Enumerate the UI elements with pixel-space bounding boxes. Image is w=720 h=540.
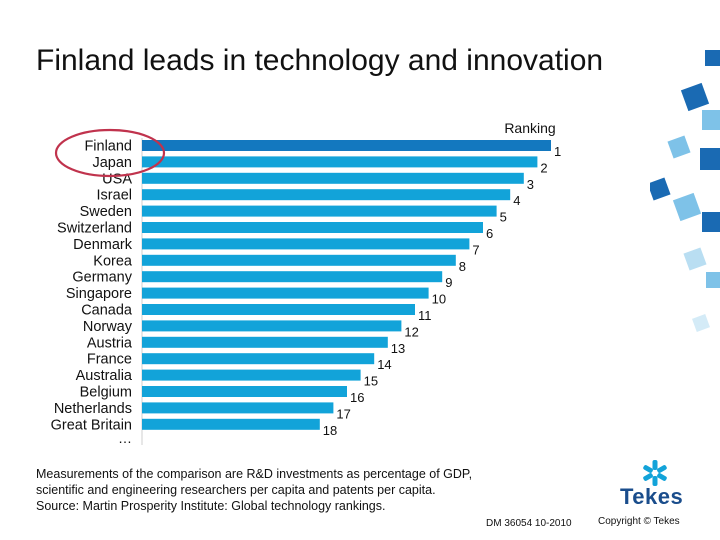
series-label: Ranking xyxy=(504,120,555,136)
footnote-line: Source: Martin Prosperity Institute: Glo… xyxy=(36,499,386,513)
continuation-label: … xyxy=(118,430,132,446)
category-label: Switzerland xyxy=(57,221,132,237)
footnote-line: Measurements of the comparison are R&D i… xyxy=(36,467,473,481)
value-label: 14 xyxy=(377,357,391,372)
bar-germany xyxy=(142,271,443,283)
value-label: 2 xyxy=(540,160,547,175)
value-label: 11 xyxy=(418,308,432,323)
decor-square xyxy=(700,148,720,170)
value-label: 15 xyxy=(364,374,378,389)
bar-israel xyxy=(142,189,511,201)
decor-square xyxy=(706,272,720,288)
category-label: Great Britain xyxy=(51,417,132,433)
value-label: 9 xyxy=(445,275,452,290)
value-label: 13 xyxy=(391,341,405,356)
category-label: Japan xyxy=(92,155,132,171)
category-label: Norway xyxy=(83,319,133,335)
bar-australia xyxy=(142,369,361,381)
decor-square xyxy=(672,192,702,222)
bar-canada xyxy=(142,304,415,315)
slide-title: Finland leads in technology and innovati… xyxy=(36,44,604,77)
bar-netherlands xyxy=(142,402,334,414)
bar-great-britain xyxy=(142,418,320,430)
category-label: Singapore xyxy=(66,286,132,302)
decor-square xyxy=(683,247,707,271)
value-label: 18 xyxy=(323,423,337,438)
decor-square xyxy=(680,82,710,112)
decor-square xyxy=(650,177,671,201)
category-label: France xyxy=(87,352,132,368)
footnote-line: scientific and engineering researchers p… xyxy=(36,483,436,497)
value-label: 16 xyxy=(350,390,364,405)
category-label: Belgium xyxy=(80,385,132,401)
bar-france xyxy=(142,353,375,365)
value-label: 6 xyxy=(486,226,493,241)
value-label: 8 xyxy=(459,259,466,274)
bar-austria xyxy=(142,336,388,348)
category-label: Austria xyxy=(87,335,133,351)
bar-switzerland xyxy=(142,222,483,233)
bar-japan xyxy=(142,156,538,168)
document-id: DM 36054 10-2010 xyxy=(486,518,572,529)
bar-singapore xyxy=(142,287,429,299)
bar-belgium xyxy=(142,386,347,397)
highlight-ring xyxy=(54,128,166,178)
decor-square xyxy=(667,135,691,159)
decor-square xyxy=(692,314,710,332)
category-label: Sweden xyxy=(80,204,132,220)
category-label: Netherlands xyxy=(54,401,132,417)
category-label: Israel xyxy=(97,188,132,204)
value-label: 3 xyxy=(527,177,534,192)
copyright: Copyright © Tekes xyxy=(598,516,680,527)
bar-korea xyxy=(142,254,456,266)
decor-square xyxy=(702,212,720,232)
bar-finland xyxy=(142,140,551,151)
category-label: Canada xyxy=(81,303,133,319)
value-label: 5 xyxy=(500,210,507,225)
footnote: Measurements of the comparison are R&D i… xyxy=(36,466,472,514)
tekes-logo-icon xyxy=(643,460,667,486)
category-label: Korea xyxy=(93,253,133,269)
bar-sweden xyxy=(142,205,497,217)
value-label: 1 xyxy=(554,144,561,159)
value-label: 10 xyxy=(432,292,446,307)
bar-norway xyxy=(142,320,402,332)
value-label: 4 xyxy=(513,193,520,208)
category-label: Denmark xyxy=(73,237,133,253)
decor-square xyxy=(705,50,720,66)
tekes-logo-text: Tekes xyxy=(620,484,684,509)
bar-denmark xyxy=(142,238,470,250)
value-label: 17 xyxy=(336,406,350,421)
decorative-squares xyxy=(650,50,720,332)
category-label: Germany xyxy=(72,270,132,286)
bar-usa xyxy=(142,172,524,184)
value-label: 12 xyxy=(404,324,418,339)
decor-square xyxy=(702,110,720,130)
category-label: Finland xyxy=(84,139,132,155)
category-label: Australia xyxy=(76,368,133,384)
value-label: 7 xyxy=(472,242,479,257)
